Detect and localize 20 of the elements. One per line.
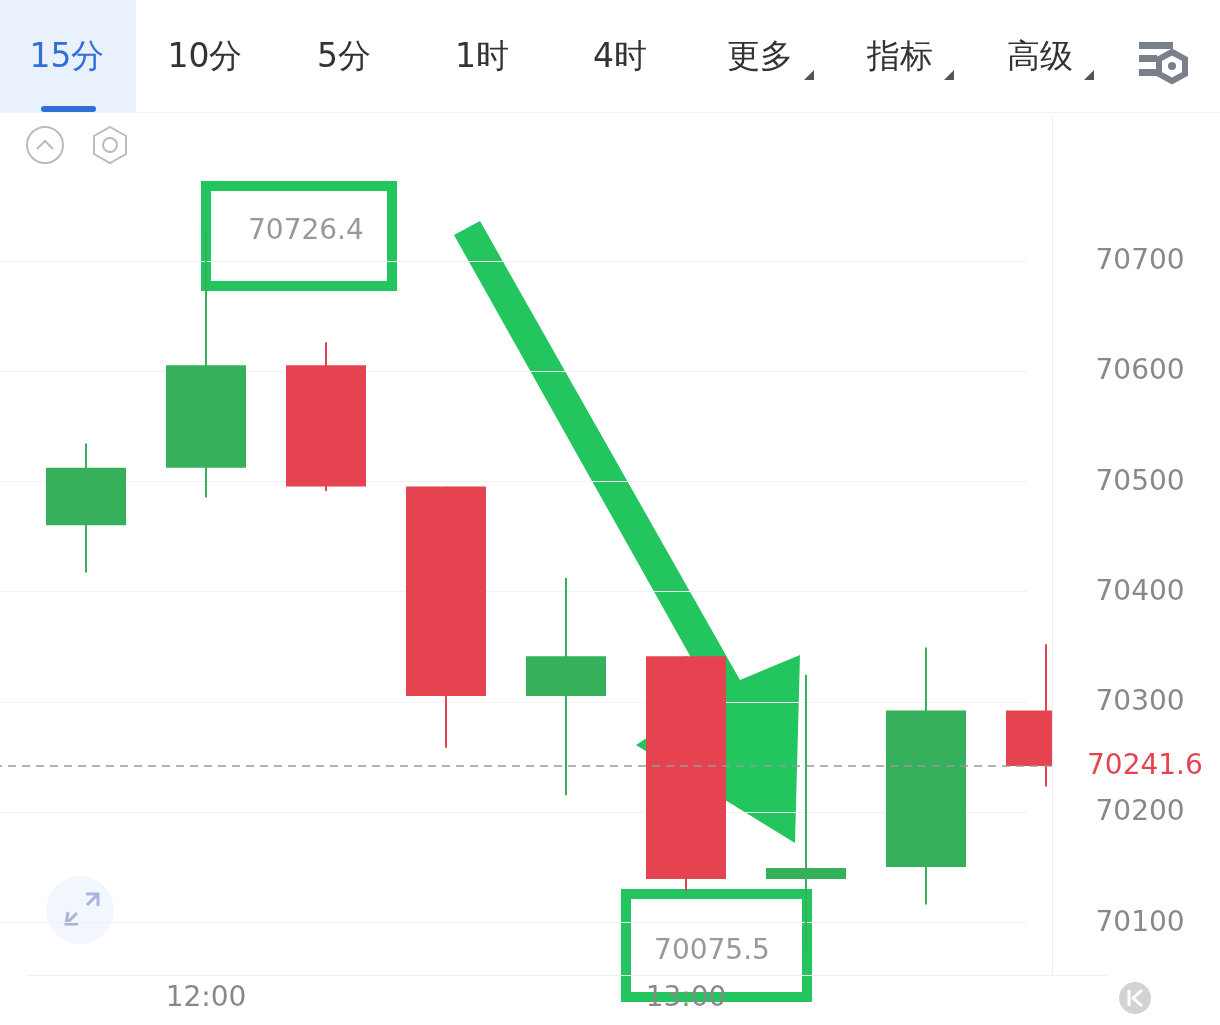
annotation: 70075.5: [654, 932, 770, 966]
annotation: 70726.4: [248, 213, 364, 247]
text: 指标: [866, 34, 934, 77]
text: 5分: [316, 34, 372, 77]
text: 更多: [726, 34, 794, 77]
text: 15分: [0, 0, 136, 112]
text: 高级: [1006, 34, 1074, 77]
candlestick: [766, 674, 846, 951]
x-tick-label: 12:00: [165, 979, 247, 1013]
text: 1时: [454, 34, 510, 77]
text: 4时: [592, 34, 648, 77]
y-tick-label: 70700: [1095, 243, 1185, 277]
text: 10分: [166, 34, 244, 77]
y-tick-label: 70100: [1095, 904, 1185, 938]
y-tick-label: 70400: [1095, 573, 1185, 607]
y-tick-label: 70500: [1095, 463, 1185, 497]
y-tick-label: 70600: [1095, 353, 1185, 387]
ref-line-label: 70241.6: [1087, 747, 1203, 781]
y-tick-label: 70200: [1095, 794, 1185, 828]
y-tick-label: 70300: [1095, 684, 1185, 718]
